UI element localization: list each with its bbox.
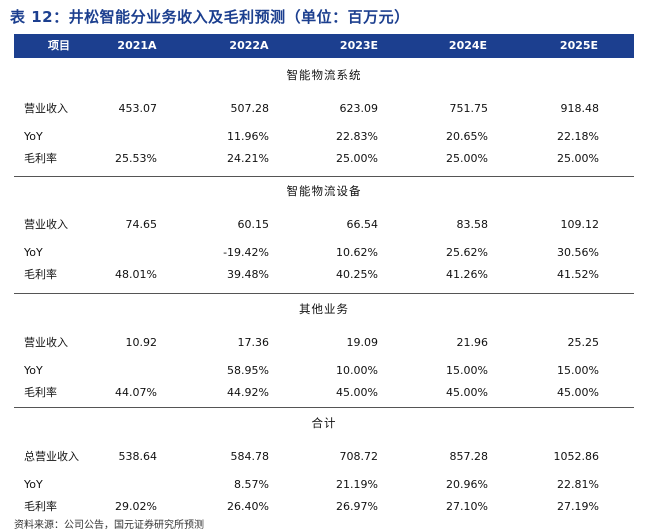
value-cell: 29.02% (115, 500, 157, 513)
value-cell: 10.62% (336, 246, 378, 259)
value-cell: 11.96% (227, 130, 269, 143)
value-cell: 26.97% (336, 500, 378, 513)
table-row: 毛利率 25.53% 24.21% 25.00% 25.00% 25.00% (14, 150, 634, 168)
value-cell: 17.36 (237, 336, 270, 349)
value-cell: 20.65% (446, 130, 488, 143)
source-note: 资料来源：公司公告，国元证券研究所预测 (14, 520, 204, 531)
value-cell: 857.28 (449, 450, 489, 463)
value-cell: 25.25 (567, 336, 600, 349)
value-cell: 708.72 (339, 450, 379, 463)
row-label: 毛利率 (24, 152, 57, 165)
value-cell: 41.52% (557, 268, 599, 281)
table-row: YoY -19.42% 10.62% 25.62% 30.56% (14, 244, 634, 262)
header-2021a: 2021A (117, 39, 157, 52)
value-cell: 22.81% (557, 478, 599, 491)
value-cell: 22.83% (336, 130, 378, 143)
value-cell: 25.62% (446, 246, 488, 259)
row-label: YoY (24, 130, 43, 143)
table-row: 毛利率 48.01% 39.48% 40.25% 41.26% 41.52% (14, 266, 634, 284)
value-cell: 45.00% (336, 386, 378, 399)
value-cell: 30.56% (557, 246, 599, 259)
value-cell: 24.21% (227, 152, 269, 165)
value-cell: 584.78 (230, 450, 270, 463)
value-cell: 10.92 (125, 336, 158, 349)
value-cell: 39.48% (227, 268, 269, 281)
value-cell: 25.00% (336, 152, 378, 165)
value-cell: 45.00% (446, 386, 488, 399)
value-cell: 25.00% (557, 152, 599, 165)
section-divider (14, 176, 634, 177)
value-cell: 21.96 (456, 336, 489, 349)
table-header: 项目 2021A 2022A 2023E 2024E 2025E (14, 34, 634, 58)
header-2023e: 2023E (339, 39, 379, 52)
row-label: YoY (24, 246, 43, 259)
row-label: 毛利率 (24, 500, 57, 513)
value-cell: 26.40% (227, 500, 269, 513)
value-cell: 21.19% (336, 478, 378, 491)
header-2022a: 2022A (229, 39, 269, 52)
value-cell: 83.58 (456, 218, 489, 231)
table-title: 表 12：井松智能分业务收入及毛利预测（单位：百万元） (10, 8, 410, 26)
value-cell: 19.09 (346, 336, 379, 349)
value-cell: 66.54 (346, 218, 379, 231)
section-divider (14, 407, 634, 408)
section-title: 合计 (311, 416, 337, 430)
table-row: YoY 8.57% 21.19% 20.96% 22.81% (14, 476, 634, 494)
value-cell: 1052.86 (553, 450, 600, 463)
row-label: 总营业收入 (24, 450, 79, 463)
value-cell: 538.64 (118, 450, 158, 463)
value-cell: 25.00% (446, 152, 488, 165)
value-cell: 74.65 (125, 218, 158, 231)
table-row: YoY 11.96% 22.83% 20.65% 22.18% (14, 128, 634, 146)
value-cell: 453.07 (118, 102, 158, 115)
value-cell: 27.10% (446, 500, 488, 513)
value-cell: 10.00% (336, 364, 378, 377)
section-title: 其他业务 (299, 302, 349, 316)
section-title: 智能物流系统 (286, 68, 362, 82)
value-cell: 27.19% (557, 500, 599, 513)
table-row: 营业收入 453.07 507.28 623.09 751.75 918.48 (14, 100, 634, 118)
table-row: 营业收入 74.65 60.15 66.54 83.58 109.12 (14, 216, 634, 234)
value-cell: 20.96% (446, 478, 488, 491)
value-cell: 109.12 (560, 218, 600, 231)
value-cell: 623.09 (339, 102, 379, 115)
value-cell: 8.57% (234, 478, 269, 491)
table-row: 营业收入 10.92 17.36 19.09 21.96 25.25 (14, 334, 634, 352)
row-label: YoY (24, 478, 43, 491)
row-label: 营业收入 (24, 218, 68, 231)
value-cell: 44.07% (115, 386, 157, 399)
header-item: 项目 (48, 39, 70, 52)
value-cell: 25.53% (115, 152, 157, 165)
value-cell: 918.48 (560, 102, 600, 115)
section-title: 智能物流设备 (286, 184, 362, 198)
section-divider (14, 293, 634, 294)
value-cell: 58.95% (227, 364, 269, 377)
table-row: 毛利率 29.02% 26.40% 26.97% 27.10% 27.19% (14, 498, 634, 516)
row-label: 毛利率 (24, 386, 57, 399)
value-cell: 44.92% (227, 386, 269, 399)
value-cell: 22.18% (557, 130, 599, 143)
value-cell: -19.42% (223, 246, 269, 259)
value-cell: 15.00% (557, 364, 599, 377)
value-cell: 60.15 (237, 218, 270, 231)
table-row: 总营业收入 538.64 584.78 708.72 857.28 1052.86 (14, 448, 634, 466)
table-row: YoY 58.95% 10.00% 15.00% 15.00% (14, 362, 634, 380)
value-cell: 507.28 (230, 102, 270, 115)
row-label: 毛利率 (24, 268, 57, 281)
value-cell: 40.25% (336, 268, 378, 281)
value-cell: 45.00% (557, 386, 599, 399)
row-label: 营业收入 (24, 102, 68, 115)
row-label: 营业收入 (24, 336, 68, 349)
value-cell: 15.00% (446, 364, 488, 377)
value-cell: 41.26% (446, 268, 488, 281)
header-2025e: 2025E (559, 39, 599, 52)
table-row: 毛利率 44.07% 44.92% 45.00% 45.00% 45.00% (14, 384, 634, 402)
value-cell: 48.01% (115, 268, 157, 281)
value-cell: 751.75 (449, 102, 489, 115)
row-label: YoY (24, 364, 43, 377)
header-2024e: 2024E (448, 39, 488, 52)
